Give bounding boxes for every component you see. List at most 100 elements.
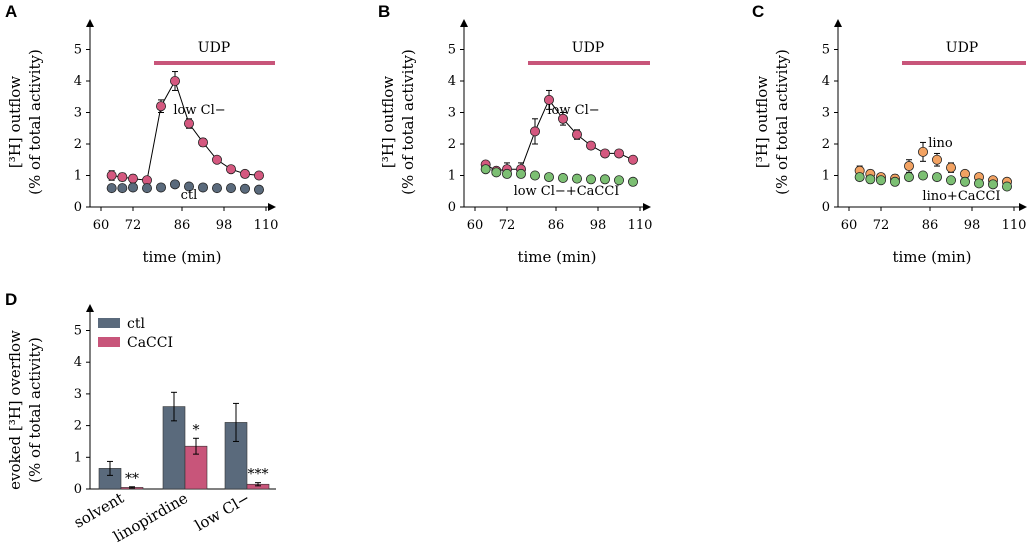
x-tick-label: 110 <box>254 218 279 233</box>
data-point <box>253 170 264 181</box>
data-point <box>628 176 639 187</box>
data-point <box>106 170 117 181</box>
data-point <box>904 161 915 172</box>
y-tick-label: 0 <box>822 200 830 215</box>
panel-b: B [³H] outflow (% of total activity) tim… <box>378 2 652 266</box>
data-point <box>197 137 208 148</box>
data-point <box>558 113 569 124</box>
data-point <box>544 172 555 183</box>
data-point <box>501 168 512 179</box>
data-point <box>127 173 138 184</box>
series-annotation: low Cl− <box>173 103 225 118</box>
data-point <box>155 182 166 193</box>
y-tick-label: 1 <box>822 169 830 184</box>
y-tick-label: 4 <box>448 74 456 89</box>
udp-label: UDP <box>946 40 978 56</box>
data-point <box>183 181 194 192</box>
y-axis-label-c-line2: (% of total activity) <box>773 49 791 195</box>
data-point <box>946 162 957 173</box>
series-annotation: ctl <box>181 188 198 203</box>
y-tick-label: 3 <box>74 387 82 402</box>
y-tick-label: 2 <box>822 137 830 152</box>
series-line <box>111 79 260 181</box>
y-axis-label-a-line2: (% of total activity) <box>26 49 44 195</box>
data-point <box>239 168 250 179</box>
y-tick-label: 0 <box>74 482 82 497</box>
series-annotation: low Cl−+CaCCI <box>514 184 620 199</box>
data-point <box>117 172 128 183</box>
series-annotation: lino+CaCCI <box>922 189 1000 204</box>
data-point <box>932 154 943 165</box>
series-annotation: lino <box>928 136 953 151</box>
data-point <box>946 175 957 186</box>
panel-letter-a: A <box>5 2 17 21</box>
data-point <box>544 94 555 105</box>
data-point <box>141 183 152 194</box>
data-point <box>239 183 250 194</box>
significance-marker: ** <box>125 471 139 487</box>
x-tick-label: 60 <box>93 218 110 233</box>
data-point <box>572 173 583 184</box>
x-tick-label: 98 <box>590 218 607 233</box>
y-axis-label-a-line1: [³H] outflow <box>6 76 24 168</box>
data-point <box>225 164 236 175</box>
data-point <box>918 146 929 157</box>
data-point <box>530 170 541 181</box>
data-point <box>614 148 625 159</box>
data-point <box>491 167 502 178</box>
y-axis-label-b-line2: (% of total activity) <box>399 49 417 195</box>
x-axis-label-a: time (min) <box>142 248 221 266</box>
x-tick-label: 110 <box>628 218 653 233</box>
data-point <box>586 140 597 151</box>
data-point <box>127 182 138 193</box>
series-annotation: low Cl− <box>547 103 599 118</box>
x-tick-label: 98 <box>964 218 981 233</box>
data-point <box>876 175 887 186</box>
data-point <box>225 183 236 194</box>
data-point <box>106 183 117 194</box>
y-axis-label-d-line2: (% of total activity) <box>26 337 44 483</box>
y-tick-label: 4 <box>74 355 82 370</box>
y-axis-label-b-line1: [³H] outflow <box>379 76 397 168</box>
x-tick-label: 72 <box>125 218 142 233</box>
data-point <box>155 101 166 112</box>
x-tick-label: 60 <box>467 218 484 233</box>
legend-label-cacci: CaCCI <box>127 335 173 351</box>
data-point <box>197 182 208 193</box>
category-label: low Cl− <box>192 489 253 535</box>
y-tick-label: 1 <box>74 169 82 184</box>
data-point <box>890 176 901 187</box>
y-tick-label: 4 <box>74 74 82 89</box>
data-point <box>628 154 639 165</box>
panel-letter-c: C <box>752 2 764 21</box>
x-tick-label: 72 <box>499 218 516 233</box>
panel-d: D evoked [³H] overflow (% of total activ… <box>5 290 276 546</box>
y-tick-label: 2 <box>448 137 456 152</box>
y-tick-label: 5 <box>74 324 82 339</box>
x-tick-label: 86 <box>922 218 939 233</box>
x-tick-label: 98 <box>216 218 233 233</box>
panel-letter-b: B <box>378 2 390 21</box>
data-point <box>117 183 128 194</box>
data-point <box>865 174 876 185</box>
y-tick-label: 0 <box>448 200 456 215</box>
data-point <box>572 129 583 140</box>
x-tick-label: 72 <box>873 218 890 233</box>
y-tick-label: 3 <box>74 106 82 121</box>
data-point <box>974 178 985 189</box>
panel-c: C [³H] outflow (% of total activity) tim… <box>752 2 1027 266</box>
x-tick-label: 110 <box>1002 218 1027 233</box>
data-point <box>253 184 264 195</box>
data-point <box>211 154 222 165</box>
data-point <box>600 174 611 185</box>
x-tick-label: 86 <box>174 218 191 233</box>
y-tick-label: 5 <box>74 43 82 58</box>
y-tick-label: 2 <box>74 137 82 152</box>
data-point <box>854 172 865 183</box>
udp-label: UDP <box>572 40 604 56</box>
data-point <box>558 173 569 184</box>
legend-swatch-ctl <box>98 318 120 328</box>
data-point <box>530 126 541 137</box>
y-tick-label: 5 <box>822 43 830 58</box>
legend-label-ctl: ctl <box>127 316 145 332</box>
